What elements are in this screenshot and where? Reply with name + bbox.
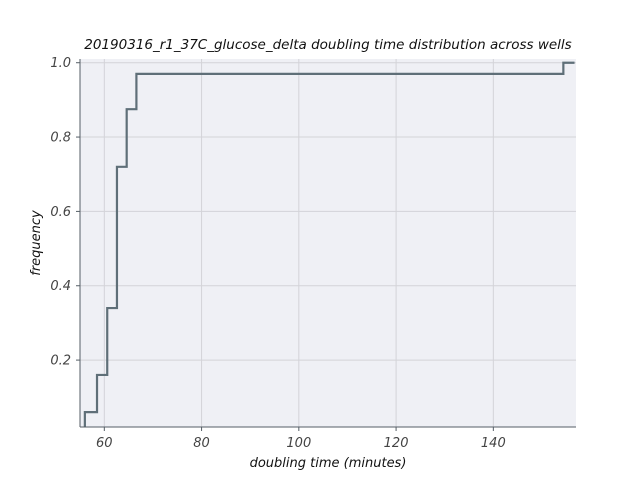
x-axis-label: doubling time (minutes) bbox=[250, 456, 407, 471]
x-tick-label: 140 bbox=[481, 436, 506, 451]
x-tick-label: 120 bbox=[384, 436, 409, 451]
y-axis-label: frequency bbox=[29, 210, 44, 276]
x-tick-label: 100 bbox=[286, 436, 311, 451]
y-ticks: 0.2 0.4 0.6 0.8 1.0 bbox=[50, 56, 80, 369]
chart-title: 20190316_r1_37C_glucose_delta doubling t… bbox=[84, 37, 571, 53]
x-ticks: 60 80 100 120 140 bbox=[96, 427, 506, 451]
y-tick-label: 0.6 bbox=[50, 205, 71, 220]
grid-lines bbox=[80, 59, 576, 427]
x-tick-label: 60 bbox=[96, 436, 113, 451]
x-tick-label: 80 bbox=[193, 436, 210, 451]
ecdf-step-line bbox=[83, 61, 575, 427]
plot-area bbox=[80, 59, 576, 427]
series-layer bbox=[83, 61, 575, 427]
y-tick-label: 0.8 bbox=[50, 131, 71, 146]
y-tick-label: 1.0 bbox=[50, 56, 71, 71]
y-tick-label: 0.2 bbox=[50, 354, 71, 369]
y-tick-label: 0.4 bbox=[50, 279, 71, 294]
